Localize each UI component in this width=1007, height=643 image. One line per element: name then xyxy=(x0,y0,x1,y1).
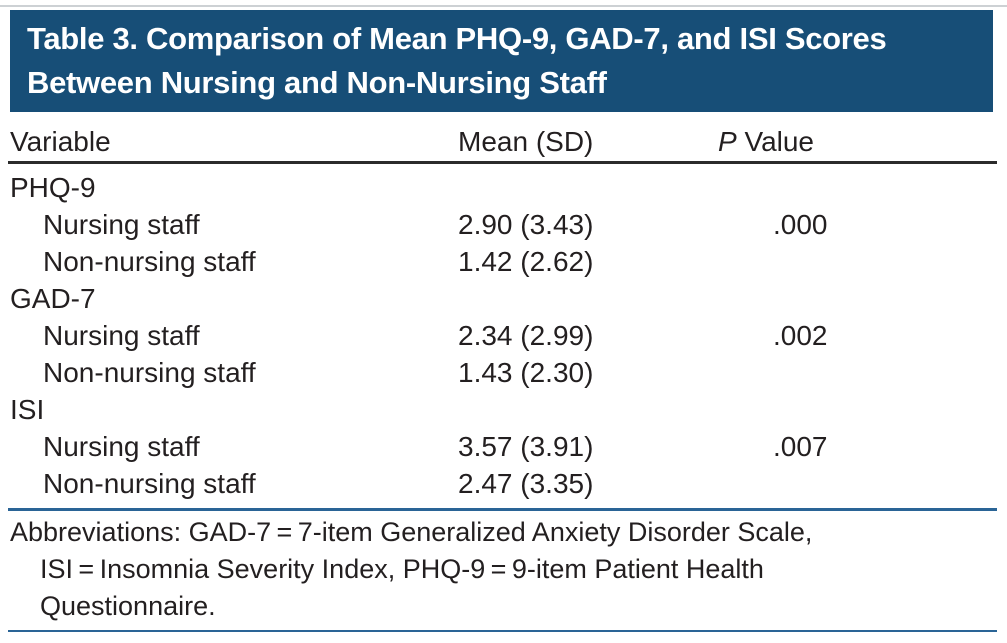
table-row: Non-nursing staff 1.42 (2.62) xyxy=(10,243,997,280)
table-row: Nursing staff 2.90 (3.43) .000 xyxy=(10,206,997,243)
table-row: Nursing staff 2.34 (2.99) .002 xyxy=(10,317,997,354)
cell-p-value: .000 xyxy=(773,209,828,240)
table-title-bar: Table 3. Comparison of Mean PHQ-9, GAD-7… xyxy=(10,10,993,112)
cell-mean-sd: 2.90 (3.43) xyxy=(458,209,594,240)
cell-mean-sd: 1.42 (2.62) xyxy=(458,246,594,277)
cell-mean-sd: 3.57 (3.91) xyxy=(458,431,594,462)
p-value-italic-p: P xyxy=(718,126,737,157)
p-value-rest: Value xyxy=(736,126,815,157)
cell-variable: Nursing staff xyxy=(43,431,200,462)
cell-mean-sd: 1.43 (2.30) xyxy=(458,357,594,388)
cell-mean-sd: 2.47 (3.35) xyxy=(458,468,594,499)
footnote-line-3: Questionnaire. xyxy=(40,591,216,621)
cell-variable: GAD-7 xyxy=(10,283,96,314)
cell-p-value: .007 xyxy=(773,431,828,462)
table-row: Nursing staff 3.57 (3.91) .007 xyxy=(10,428,997,465)
column-header-row: Variable Mean (SD) P Value xyxy=(10,124,997,160)
cell-variable: Non-nursing staff xyxy=(43,468,256,499)
cell-variable: Nursing staff xyxy=(43,209,200,240)
cell-mean-sd: 2.34 (2.99) xyxy=(458,320,594,351)
table-row: Non-nursing staff 2.47 (3.35) xyxy=(10,465,997,502)
table-title-line-2: Between Nursing and Non-Nursing Staff xyxy=(27,65,607,100)
cell-variable: PHQ-9 xyxy=(10,172,96,203)
table-row: GAD-7 xyxy=(10,280,997,317)
cell-variable: ISI xyxy=(10,394,45,425)
footnote-line-1: Abbreviations: GAD-7 = 7-item Generalize… xyxy=(10,517,813,547)
table-row: ISI xyxy=(10,391,997,428)
bottom-rule xyxy=(8,630,997,632)
column-header-p-value: P Value xyxy=(718,124,814,160)
cell-variable: Non-nursing staff xyxy=(43,246,256,277)
cell-variable: Nursing staff xyxy=(43,320,200,351)
cell-variable: Non-nursing staff xyxy=(43,357,256,388)
cell-p-value: .002 xyxy=(773,320,828,351)
header-rule xyxy=(8,161,997,164)
footnote-line-2: ISI = Insomnia Severity Index, PHQ-9 = 9… xyxy=(40,554,764,584)
table-row: Non-nursing staff 1.43 (2.30) xyxy=(10,354,997,391)
footnote: Abbreviations: GAD-7 = 7-item Generalize… xyxy=(10,514,997,625)
table-body: PHQ-9 Nursing staff 2.90 (3.43) .000 Non… xyxy=(10,169,997,502)
footnote-top-rule xyxy=(8,508,997,511)
table-row: PHQ-9 xyxy=(10,169,997,206)
top-hairline-divider xyxy=(0,5,1007,7)
table-title-line-1: Table 3. Comparison of Mean PHQ-9, GAD-7… xyxy=(27,21,887,56)
column-header-variable: Variable xyxy=(10,126,111,157)
column-header-mean-sd: Mean (SD) xyxy=(458,126,594,157)
